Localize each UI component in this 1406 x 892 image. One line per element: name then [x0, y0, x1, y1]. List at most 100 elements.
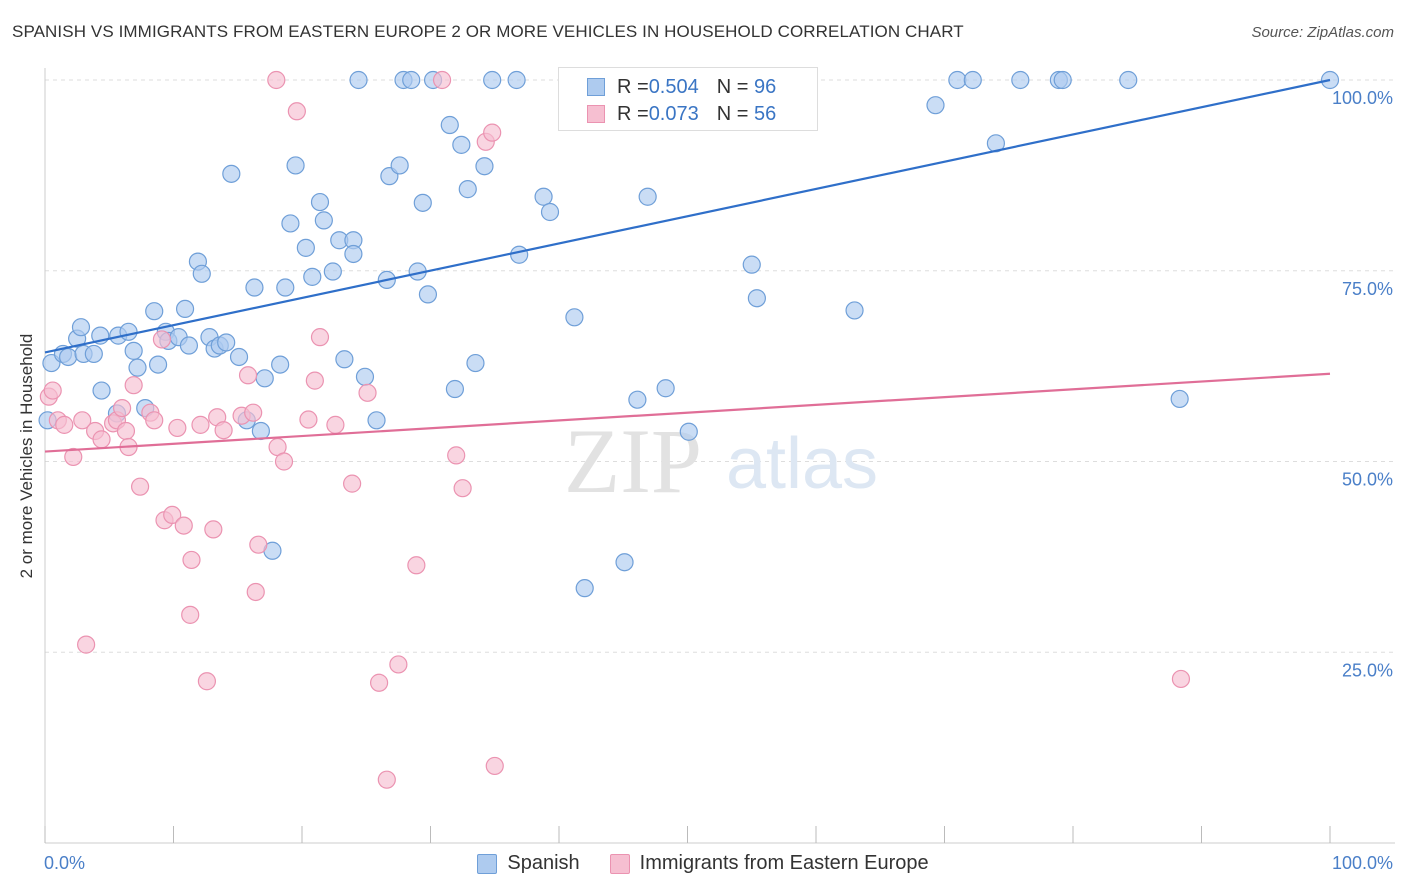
spanish-trend-line — [44, 78, 1331, 354]
spanish-point-81 — [747, 289, 766, 308]
spanish-point-64 — [475, 157, 494, 176]
spanish-point-75 — [628, 390, 647, 409]
spanish-point-12 — [124, 341, 143, 360]
spanish-point-2 — [59, 347, 78, 367]
spanish-point-57 — [418, 285, 438, 304]
eastern-point-17 — [145, 411, 164, 430]
spanish-point-27 — [217, 333, 236, 352]
spanish-point-59 — [440, 115, 459, 135]
spanish-point-71 — [575, 579, 594, 598]
eastern-swatch — [587, 105, 605, 123]
eastern-point-46 — [389, 655, 408, 674]
eastern-point-12 — [116, 421, 136, 441]
spanish-point-40 — [303, 267, 322, 286]
spanish-point-78 — [679, 422, 698, 441]
spanish-n-value: 96 — [754, 75, 777, 98]
eastern-point-54 — [1171, 669, 1191, 689]
eastern-point-14 — [124, 376, 143, 395]
eastern-point-49 — [447, 446, 466, 465]
spanish-n-label: N = — [716, 75, 754, 98]
spanish-point-74 — [615, 553, 634, 572]
spanish-point-15 — [145, 302, 164, 321]
eastern-n-value: 56 — [754, 102, 777, 125]
spanish-point-35 — [271, 355, 290, 374]
chart-title: SPANISH VS IMMIGRANTS FROM EASTERN EUROP… — [12, 22, 964, 41]
spanish-point-20 — [175, 299, 195, 318]
spanish-swatch — [587, 78, 605, 96]
eastern-point-8 — [92, 430, 111, 449]
legend-item-eastern: Immigrants from Eastern Europe — [609, 852, 929, 875]
spanish-point-52 — [390, 156, 409, 175]
legend-item-spanish: Spanish — [477, 852, 580, 875]
legend-eastern-label: Immigrants from Eastern Europe — [639, 852, 929, 874]
spanish-point-37 — [281, 214, 300, 233]
spanish-point-32 — [251, 421, 270, 441]
eastern-point-37 — [287, 102, 306, 121]
spanish-point-66 — [507, 70, 526, 90]
spanish-point-91 — [1119, 70, 1138, 90]
spanish-point-80 — [742, 255, 761, 274]
spanish-point-62 — [458, 180, 477, 199]
eastern-point-34 — [249, 535, 268, 554]
spanish-point-31 — [245, 278, 264, 297]
eastern-point-53 — [485, 756, 504, 776]
eastern-point-15 — [130, 477, 150, 496]
tick-labels: 25.0% 50.0% 75.0% 100.0% 0.0% 100.0% — [44, 88, 1393, 873]
eastern-point-6 — [77, 635, 96, 654]
spanish-point-63 — [466, 353, 485, 373]
spanish-point-61 — [452, 135, 471, 154]
eastern-point-36 — [274, 452, 294, 471]
eastern-point-42 — [343, 474, 362, 493]
spanish-point-36 — [276, 278, 295, 297]
stats-legend: R = 0.504 N = 96 R = 0.073 N = 56 — [558, 67, 818, 131]
x-tick-label-0: 0.0% — [44, 853, 85, 873]
eastern-point-27 — [204, 520, 223, 539]
eastern-point-24 — [181, 605, 200, 624]
spanish-point-43 — [323, 262, 342, 281]
axes — [44, 68, 1395, 844]
spanish-point-56 — [413, 193, 432, 212]
spanish-point-23 — [192, 264, 211, 283]
spanish-point-38 — [286, 156, 305, 175]
spanish-point-67 — [510, 245, 529, 264]
eastern-point-32 — [244, 403, 263, 422]
eastern-point-50 — [453, 479, 472, 498]
watermark-atlas: atlas — [726, 424, 878, 504]
stats-legend-spanish-row: R = 0.504 N = 96 — [559, 74, 776, 100]
spanish-point-48 — [355, 367, 375, 386]
eastern-point-45 — [377, 770, 396, 789]
spanish-point-39 — [296, 238, 315, 257]
spanish-point-95 — [349, 70, 368, 90]
spanish-r-value: 0.504 — [648, 75, 699, 98]
grid-lines — [45, 79, 1395, 653]
eastern-point-43 — [358, 383, 377, 402]
spanish-point-86 — [963, 70, 982, 90]
eastern-point-38 — [299, 410, 318, 429]
watermark-zip: ZIP — [564, 410, 702, 512]
spanish-point-13 — [128, 358, 147, 377]
legend-spanish-label: Spanish — [507, 852, 580, 874]
eastern-r-value: 0.073 — [648, 102, 699, 125]
spanish-point-6 — [84, 344, 103, 364]
watermark: ZIP atlas — [564, 410, 878, 512]
spanish-point-60 — [445, 379, 465, 399]
series-eastern-points — [39, 70, 1191, 789]
stats-legend-eastern-row: R = 0.073 N = 56 — [559, 101, 776, 127]
eastern-point-33 — [246, 582, 265, 602]
spanish-point-69 — [540, 202, 560, 222]
spanish-point-45 — [335, 350, 354, 369]
spanish-point-28 — [222, 164, 241, 183]
eastern-r-label: R = — [617, 102, 649, 125]
spanish-point-42 — [314, 211, 333, 230]
eastern-point-55 — [267, 70, 286, 90]
legend-spanish-swatch — [477, 853, 498, 874]
spanish-point-88 — [1011, 70, 1030, 90]
y-tick-label-100: 100.0% — [1332, 88, 1393, 108]
eastern-point-18 — [152, 330, 172, 349]
series-spanish-points — [38, 70, 1340, 598]
eastern-point-31 — [238, 366, 258, 385]
spanish-point-16 — [148, 355, 168, 374]
y-tick-label-75: 75.0% — [1342, 279, 1393, 299]
x-tick-label-100: 100.0% — [1332, 853, 1393, 873]
